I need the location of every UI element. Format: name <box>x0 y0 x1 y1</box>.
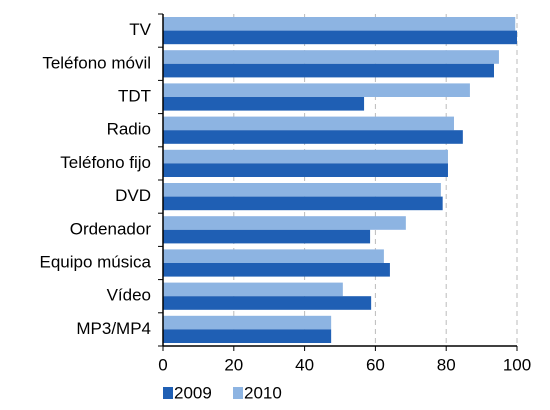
x-tick-label: 100 <box>503 355 531 374</box>
bar <box>163 329 332 343</box>
y-tick-label: Teléfono móvil <box>42 53 151 72</box>
bar <box>163 183 441 197</box>
y-tick-label: Radio <box>107 120 151 139</box>
y-tick-label: MP3/MP4 <box>76 319 151 338</box>
bar <box>163 130 463 144</box>
bar <box>163 149 448 164</box>
bar <box>163 17 516 31</box>
bar <box>163 30 517 45</box>
y-tick-label: Equipo música <box>39 252 151 271</box>
y-tick-label: Teléfono fijo <box>60 153 151 172</box>
legend-swatch <box>163 387 173 399</box>
bar <box>163 229 371 244</box>
y-tick-label: TV <box>129 20 151 39</box>
bar <box>163 83 470 97</box>
x-tick-label: 20 <box>224 355 243 374</box>
bar <box>163 315 332 330</box>
bar <box>163 97 365 111</box>
x-tick-label: 80 <box>437 355 456 374</box>
bar <box>163 63 494 78</box>
x-tick-label: 40 <box>295 355 314 374</box>
legend-label: 2009 <box>174 383 212 402</box>
legend-swatch <box>233 387 243 399</box>
y-tick-label: Ordenador <box>70 219 152 238</box>
y-tick-label: DVD <box>115 186 151 205</box>
bar <box>163 263 390 277</box>
bar <box>163 216 406 230</box>
bar <box>163 282 343 297</box>
bar <box>163 196 443 211</box>
y-tick-label: TDT <box>118 86 151 105</box>
bar <box>163 116 454 131</box>
bar <box>163 163 448 177</box>
bar <box>163 296 372 310</box>
legend-label: 2010 <box>244 383 282 402</box>
bar <box>163 50 499 64</box>
y-tick-label: Vídeo <box>107 286 151 305</box>
x-tick-label: 0 <box>158 355 167 374</box>
x-tick-label: 60 <box>366 355 385 374</box>
bar <box>163 249 384 263</box>
